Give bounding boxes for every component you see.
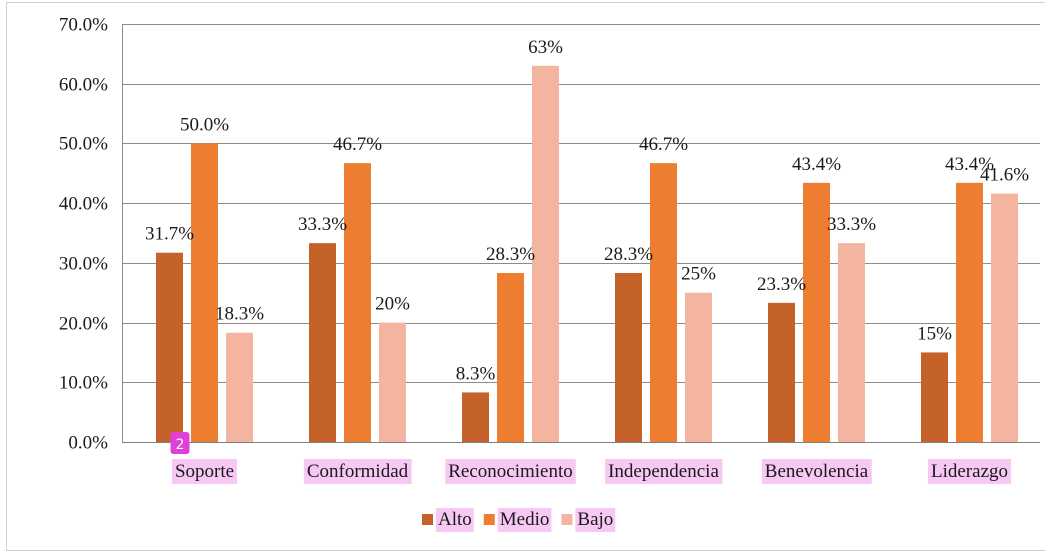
data-label: 31.7% [145,224,194,245]
label-highlight [303,459,412,484]
y-tick-label: 50.0% [59,134,108,155]
bar-medio-soporte [191,143,218,442]
data-label: 63% [528,37,563,58]
data-label: 41.6% [980,165,1029,186]
data-labels: 31.7% 50.0% 18.3% 33.3% 46.7% 20% 8.3% 28.3% 63%… [145,37,1029,385]
legend-highlight [575,508,616,532]
legend-label-bajo: Bajo [577,509,613,530]
bar-alto-reconocimiento [462,392,489,442]
bar-medio-conformidad [344,163,371,443]
bar-alto-independencia [615,273,642,442]
legend-highlight [436,508,474,532]
bar-medio-liderazgo [956,182,983,442]
legend: Alto Medio Bajo [422,509,613,530]
bar-bajo-soporte [226,332,253,442]
y-tick-label: 60.0% [59,75,108,96]
x-tick-label: Reconocimiento [448,461,573,482]
data-label: 50.0% [180,114,229,135]
y-tick-label: 40.0% [59,194,108,215]
label-highlight [171,459,238,484]
bar-alto-conformidad [309,243,336,442]
data-label: 46.7% [333,134,382,155]
label-highlight [445,459,576,484]
bar-bajo-benevolencia [838,243,865,442]
bar-alto-liderazgo [921,352,948,442]
label-highlight [605,459,723,484]
data-label: 43.4% [792,154,841,175]
legend-swatch-medio [483,514,495,525]
bar-bajo-conformidad [379,322,406,442]
y-tick-label: 0.0% [68,433,108,454]
bar-alto-benevolencia [768,302,795,442]
data-label: 28.3% [604,244,653,265]
bar-medio-benevolencia [803,182,830,442]
data-label: 46.7% [639,134,688,155]
legend-swatch-bajo [561,514,573,525]
x-tick-label: Benevolencia [765,461,869,482]
data-label: 33.3% [298,214,347,235]
bars [156,65,1018,443]
bar-bajo-liderazgo [991,193,1018,442]
data-label: 23.3% [757,274,806,295]
bar-bajo-independencia [685,292,712,442]
legend-label-alto: Alto [438,509,472,530]
category-highlights [171,459,1012,532]
legend-label-medio: Medio [500,509,550,530]
data-label: 8.3% [456,363,496,384]
y-tick-label: 70.0% [59,15,108,36]
data-label: 20% [375,294,410,315]
badge-label: 2 [176,437,185,453]
overlay-badge: 2 [170,432,190,454]
x-tick-label: Conformidad [307,461,409,482]
y-tick-label: 20.0% [59,314,108,335]
x-tick-label: Liderazgo [931,461,1008,482]
data-label: 28.3% [486,244,535,265]
x-tick-label: Soporte [175,461,234,482]
y-tick-label: 10.0% [59,373,108,394]
data-label: 15% [917,323,952,344]
y-axis: 0.0% 10.0% 20.0% 30.0% 40.0% 50.0% 60.0% 70.0% [59,15,123,454]
bar-bajo-reconocimiento [532,65,559,443]
legend-swatch-alto [422,514,433,525]
x-tick-label: Independencia [608,461,719,482]
badge [170,432,190,454]
label-highlight [761,459,872,484]
data-label: 43.4% [945,154,994,175]
bar-alto-soporte [156,252,183,442]
bar-medio-reconocimiento [497,273,524,442]
data-label: 33.3% [827,214,876,235]
data-label: 25% [681,264,716,285]
x-axis: Soporte Conformidad Reconocimiento Independ… [175,461,1008,482]
gridlines [122,24,1040,443]
label-highlight [927,459,1012,484]
y-tick-label: 30.0% [59,254,108,275]
data-label: 18.3% [215,304,264,325]
bar-medio-independencia [650,163,677,443]
legend-highlight [497,508,552,532]
